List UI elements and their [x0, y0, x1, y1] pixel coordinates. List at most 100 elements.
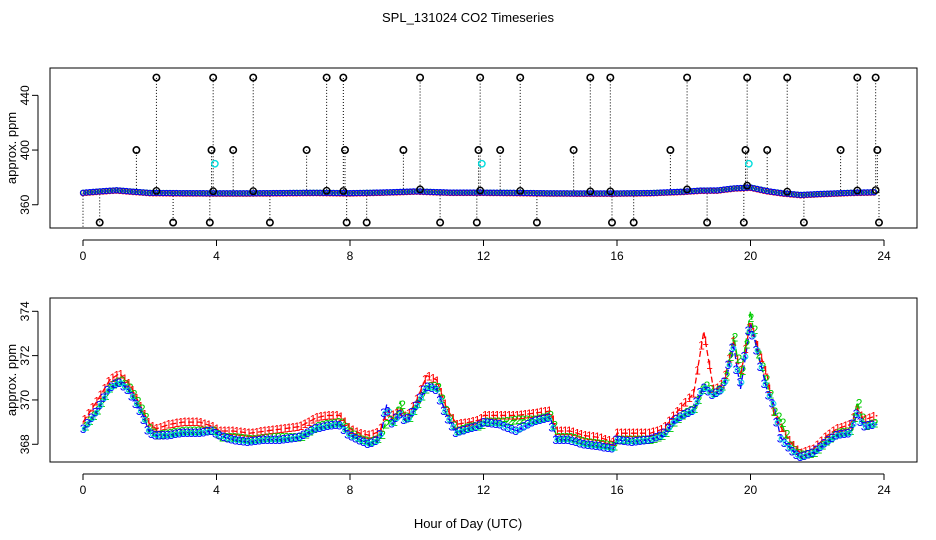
cyan-marker [594, 443, 601, 449]
baseline-point-blue [510, 189, 517, 196]
series-3-marker: 3 [368, 436, 375, 450]
series-2-marker: 2 [740, 364, 747, 378]
series-3-marker: 3 [112, 377, 119, 391]
series-1-marker: 1 [698, 339, 705, 353]
series-3-marker: 3 [681, 408, 688, 422]
top-y-axis-label: approx. ppm [4, 112, 19, 184]
spike-point [607, 218, 616, 227]
series-3-marker: 3 [492, 417, 499, 431]
series-1-marker: 1 [109, 371, 116, 385]
spike-point [783, 73, 792, 82]
series-3-marker: 3 [256, 434, 263, 448]
series-1-marker: 1 [462, 416, 469, 430]
cyan-marker [386, 408, 392, 415]
series-3-marker: 3 [825, 434, 832, 448]
baseline-point-blue [456, 189, 464, 196]
cyan-marker [422, 387, 428, 393]
series-2-marker: 2 [728, 350, 735, 364]
series-1-marker: 1 [294, 420, 301, 434]
cyan-marker [290, 435, 296, 442]
series-1-marker: 1 [310, 413, 317, 427]
series-3-marker: 3 [476, 418, 483, 432]
baseline-point-blue [800, 191, 808, 198]
series-3-marker: 3 [404, 411, 411, 425]
baseline-point-blue [794, 191, 801, 198]
series-1-marker: 1 [678, 400, 685, 414]
baseline-point-blue [360, 189, 367, 197]
baseline-point-blue [503, 189, 511, 196]
series-3-marker: 3 [444, 413, 451, 427]
baseline-point-blue [723, 186, 731, 193]
series-1-marker: 1 [566, 424, 573, 438]
cyan-marker [770, 400, 777, 407]
series-2-marker: 2 [523, 413, 530, 427]
baseline-point-blue [143, 189, 150, 196]
cyan-marker [398, 411, 404, 418]
baseline-point-blue [523, 189, 531, 197]
series-1-marker: 1 [209, 419, 216, 433]
series-1-marker: 1 [734, 353, 741, 367]
series-3-marker: 3 [524, 417, 531, 431]
series-1-marker: 1 [506, 408, 513, 422]
series-1-marker: 1 [522, 407, 529, 421]
baseline-point-blue [487, 189, 494, 196]
series-3-marker: 3 [424, 380, 431, 394]
cyan-marker [478, 422, 485, 429]
series-1-marker: 1 [550, 413, 557, 427]
baseline-point-blue [844, 189, 851, 197]
bottom-x-tick-label: 4 [213, 483, 220, 497]
series-3-marker: 3 [232, 433, 239, 447]
series-1-marker: 1 [458, 417, 465, 431]
series-3-marker: 3 [212, 426, 219, 440]
top-plot-area [79, 73, 883, 228]
baseline-point-blue [463, 189, 470, 196]
spike-point [340, 146, 349, 155]
series-1-marker: 1 [314, 411, 321, 425]
baseline-point-blue [139, 189, 147, 196]
cyan-marker [197, 430, 204, 436]
series-1-marker: 1 [366, 428, 373, 442]
series-1-marker: 1 [674, 404, 681, 418]
spike-root-point [476, 186, 485, 195]
series-1-marker: 1 [113, 368, 120, 382]
series-1-marker: 1 [410, 399, 417, 413]
baseline-point-blue [396, 188, 404, 196]
series-1-marker: 1 [786, 434, 793, 448]
cyan-marker [546, 415, 553, 421]
series-2-marker: 2 [756, 347, 763, 361]
top-y-axis: 360 400 440 [18, 85, 39, 215]
cyan-marker [726, 362, 733, 368]
cyan-marker [730, 345, 737, 352]
cyan-marker [426, 384, 432, 391]
series-2-marker: 2 [752, 323, 759, 337]
series-1-marker: 1 [406, 407, 413, 421]
cyan-marker [169, 432, 176, 438]
series-1-marker: 1 [338, 410, 345, 424]
cyan-marker [241, 438, 248, 445]
series-3-marker: 3 [809, 446, 816, 460]
series-3-marker: 3 [641, 434, 648, 448]
spike-point [249, 73, 258, 82]
baseline-point-blue [296, 189, 304, 197]
baseline-point-blue [573, 190, 581, 197]
series-2-marker: 2 [724, 369, 731, 383]
series-3-marker: 3 [328, 418, 335, 432]
series-1-marker: 1 [342, 415, 349, 429]
cyan-marker [642, 437, 649, 444]
series-2-marker: 2 [511, 413, 518, 427]
baseline-point-blue [673, 188, 681, 196]
series-2-marker: 2 [792, 444, 799, 458]
cyan-marker [778, 435, 785, 442]
spike-point [416, 73, 425, 82]
cyan-marker [554, 436, 561, 443]
series-1-marker: 1 [242, 426, 249, 440]
spike-point [322, 73, 331, 82]
cyan-marker [442, 408, 449, 414]
series-1-marker: 1 [538, 405, 545, 419]
baseline-point-blue [79, 189, 87, 196]
cyan-marker [366, 440, 372, 447]
series-3-marker: 3 [184, 426, 191, 440]
series-1-marker: 1 [782, 427, 789, 441]
series-3-marker: 3 [80, 422, 87, 436]
series-1-marker: 1 [117, 367, 124, 381]
